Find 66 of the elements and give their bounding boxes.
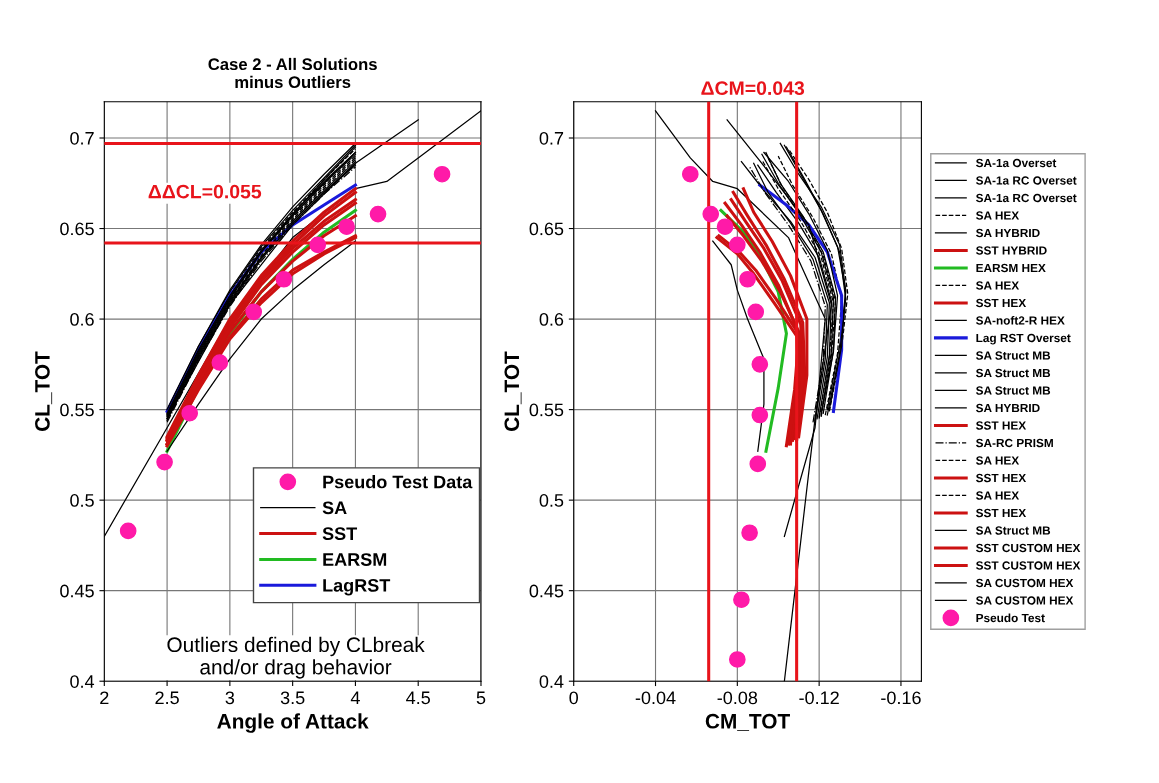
legend-label: EARSM xyxy=(323,553,387,566)
y-tick-label: 0.5 xyxy=(70,494,94,507)
y-tick-label: 0.4 xyxy=(539,675,564,688)
y-tick-label: 0.45 xyxy=(60,584,94,598)
y-axis-title: CL_TOT xyxy=(504,351,522,431)
legend-label: LagRST xyxy=(323,579,391,596)
y-tick-label: 0.6 xyxy=(539,313,564,326)
x-tick-label: 2 xyxy=(100,691,109,705)
legend-label: SST CUSTOM HEX xyxy=(975,543,1081,553)
legend-label: SA Struct MB xyxy=(975,368,1051,378)
annotation: ΔΔCL=0.055 xyxy=(148,184,262,199)
legend-label: SST HEX xyxy=(975,473,1027,483)
legend-label: SST HYBRID xyxy=(975,246,1047,255)
x-tick-label: 4 xyxy=(350,691,360,705)
legend-label: Lag RST Overset xyxy=(976,333,1071,345)
chart-title: Case 2 - All Solutions minus Outliers xyxy=(208,57,377,89)
y-tick-label: 0.7 xyxy=(539,131,564,145)
legend-label: SA xyxy=(322,501,347,515)
legend-label: SA Struct MB xyxy=(975,386,1051,395)
x-tick-label: 3 xyxy=(225,691,235,705)
legend-label: Pseudo Test xyxy=(976,613,1045,623)
legend-label: SA CUSTOM HEX xyxy=(975,578,1074,588)
legend-label: SA Struct MB xyxy=(975,526,1051,535)
legend-label: SA CUSTOM HEX xyxy=(975,596,1074,605)
x-tick-label: 3.5 xyxy=(280,691,305,705)
x-axis-title: Angle of Attack xyxy=(217,713,369,733)
legend-label: SA-1a RC Overset xyxy=(975,176,1077,185)
x-tick-label: -0.04 xyxy=(635,691,676,705)
x-tick-label: 0 xyxy=(569,691,579,705)
y-tick-label: 0.6 xyxy=(70,313,94,326)
legend-label: SST HEX xyxy=(975,508,1027,518)
y-tick-label: 0.65 xyxy=(529,222,564,236)
x-tick-label: 4.5 xyxy=(406,691,430,705)
text: ΔCM=0.043 xyxy=(701,81,805,96)
legend-label: SST HEX xyxy=(975,298,1027,308)
y-tick-label: 0.4 xyxy=(70,675,95,688)
annotation: Outliers defined by CLbreak and/or drag behavior xyxy=(167,636,425,679)
y-tick-label: 0.7 xyxy=(70,131,94,145)
legend-label: Pseudo Test Data xyxy=(323,475,473,489)
y-tick-label: 0.55 xyxy=(60,403,94,417)
legend-label: SA HYBRID xyxy=(975,403,1040,413)
x-tick-label: -0.12 xyxy=(799,691,839,705)
legend-label: SA Struct MB xyxy=(975,351,1051,360)
x-tick-label: -0.08 xyxy=(717,691,758,705)
x-axis-title: CM_TOT xyxy=(705,713,790,731)
legend-label: SA HEX xyxy=(975,211,1020,220)
legend-label: SA HEX xyxy=(975,456,1020,465)
legend-label: SA-RC PRISM xyxy=(975,438,1053,448)
legend-label: SA HEX xyxy=(975,491,1020,500)
legend-label: SST CUSTOM HEX xyxy=(975,561,1081,570)
y-tick-label: 0.55 xyxy=(529,403,564,417)
x-tick-label: -0.16 xyxy=(881,691,921,705)
legend-label: SA-noft2-R HEX xyxy=(975,315,1065,325)
x-tick-label: 2.5 xyxy=(155,691,179,705)
x-tick-label: 5 xyxy=(476,691,486,705)
y-tick-label: 0.65 xyxy=(60,222,94,236)
y-tick-label: 0.45 xyxy=(529,584,564,598)
legend-label: SA HYBRID xyxy=(975,228,1040,238)
legend-label: EARSM HEX xyxy=(976,263,1046,273)
y-axis-title: CL_TOT xyxy=(35,351,53,431)
legend-label: SST xyxy=(322,527,358,541)
legend-label: SST HEX xyxy=(975,421,1027,430)
legend-label: SA-1a RC Overset xyxy=(975,193,1077,203)
legend-label: SA HEX xyxy=(975,281,1020,290)
y-tick-label: 0.5 xyxy=(539,494,564,507)
legend-label: SA-1a Overset xyxy=(975,158,1057,168)
